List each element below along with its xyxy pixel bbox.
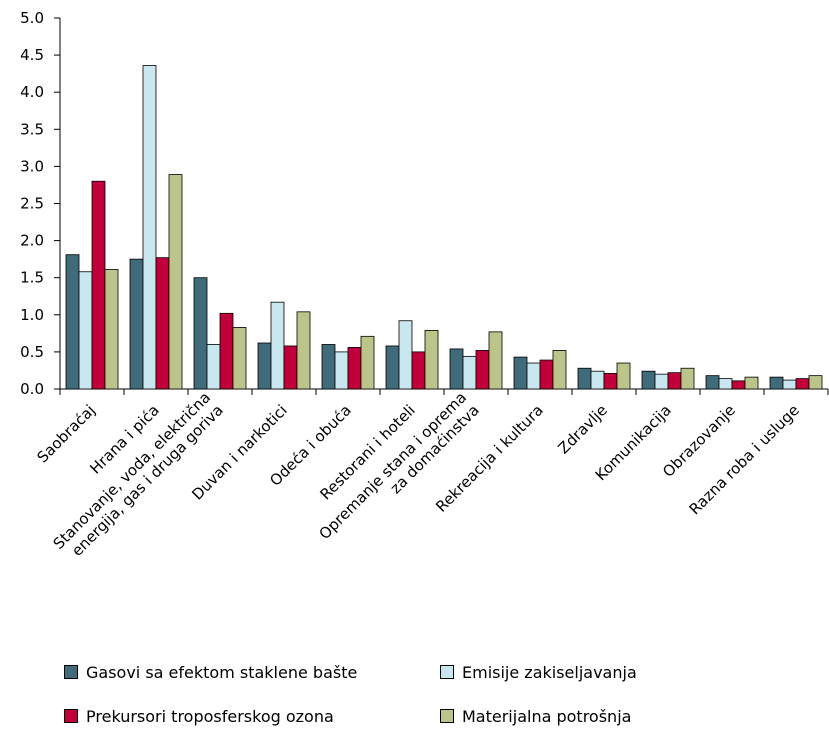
bar-series-1-cat-9 [577,367,592,390]
y-tick-label: 0.5 [20,343,44,361]
bar-series-2-cat-12 [782,379,797,390]
bar-series-1-cat-4 [257,342,272,390]
y-tick-label: 5.0 [20,9,44,27]
y-tick-label: 3.5 [20,120,44,138]
bar-series-4-cat-11 [744,376,759,390]
legend-swatch-series-1 [64,665,78,679]
bar-series-3-cat-1 [91,180,106,390]
y-tick-label: 1.5 [20,269,44,287]
legend: Gasovi sa efektom staklene bašte Emisije… [64,662,824,726]
bar-series-2-cat-1 [78,271,93,390]
bar-series-2-cat-3 [206,344,221,390]
legend-item-series-4: Materijalna potrošnja [440,706,631,726]
legend-label-series-4: Materijalna potrošnja [462,706,632,726]
bar-series-4-cat-1 [104,269,119,390]
bars [65,65,823,390]
y-tick-label: 2.0 [20,232,44,250]
bar-series-3-cat-2 [155,257,170,390]
bar-series-1-cat-1 [65,254,80,390]
bar-series-3-cat-10 [667,372,682,390]
legend-item-series-1: Gasovi sa efektom staklene bašte [64,662,357,682]
bar-series-1-cat-11 [705,375,720,390]
bar-series-2-cat-10 [654,373,669,390]
legend-label-series-2: Emisije zakiseljavanja [462,662,637,682]
category-label: Saobraćaj [33,401,98,466]
legend-swatch-series-3 [64,709,78,723]
legend-label-series-1: Gasovi sa efektom staklene bašte [86,662,358,682]
bar-series-2-cat-11 [718,378,733,390]
bar-series-4-cat-7 [488,331,503,390]
bar-series-2-cat-7 [462,355,477,390]
bar-series-1-cat-10 [641,370,656,390]
category-label: Razna roba i usluge [686,401,803,518]
y-tick-label: 4.5 [20,46,44,64]
y-tick-label: 0.0 [20,380,44,398]
bar-series-3-cat-11 [731,380,746,390]
bar-series-4-cat-10 [680,367,695,390]
bar-series-2-cat-2 [142,65,157,390]
bar-series-2-cat-6 [398,320,413,390]
bar-series-4-cat-3 [232,327,247,390]
y-tick-label: 4.0 [20,83,44,101]
x-axis [59,388,829,395]
bar-series-1-cat-12 [769,376,784,390]
bar-series-4-cat-9 [616,362,631,390]
y-tick-label: 3.0 [20,157,44,175]
bar-series-1-cat-7 [449,348,464,390]
bar-series-3-cat-5 [347,347,362,390]
category-label: Zdravlje [555,401,611,457]
bar-series-3-cat-6 [411,351,426,390]
bar-series-2-cat-9 [590,370,605,390]
category-label-line: Zdravlje [555,401,611,457]
bar-series-2-cat-4 [270,301,285,390]
y-axis: 0.0 0.5 1.0 1.5 2.0 2.5 3.0 3.5 4.0 4.5 5.0 [20,9,61,398]
bar-series-1-cat-2 [129,258,144,390]
legend-label-series-3: Prekursori troposferskog ozona [86,706,334,726]
y-tick-label: 2.5 [20,195,44,213]
bar-series-2-cat-8 [526,362,541,390]
y-tick-label: 1.0 [20,306,44,324]
bar-series-3-cat-8 [539,359,554,390]
bar-series-3-cat-9 [603,373,618,390]
bar-chart: 0.0 0.5 1.0 1.5 2.0 2.5 3.0 3.5 4.0 4.5 5.0 Saobra… [20,9,829,560]
bar-series-4-cat-6 [424,329,439,390]
bar-series-3-cat-3 [219,312,234,390]
bar-series-1-cat-8 [513,356,528,390]
bar-series-1-cat-5 [321,344,336,390]
bar-series-3-cat-4 [283,345,298,390]
bar-series-4-cat-12 [808,375,823,390]
bar-series-3-cat-12 [795,378,810,390]
legend-item-series-2: Emisije zakiseljavanja [440,662,637,682]
bar-series-3-cat-7 [475,350,490,390]
bar-series-4-cat-5 [360,335,375,390]
legend-item-series-3: Prekursori troposferskog ozona [64,706,334,726]
bar-series-4-cat-8 [552,350,567,390]
bar-series-4-cat-2 [168,174,183,390]
legend-swatch-series-4 [440,709,454,723]
bar-series-4-cat-4 [296,311,311,390]
category-label-line: Saobraćaj [33,401,98,466]
legend-swatch-series-2 [440,665,454,679]
bar-series-2-cat-5 [334,351,349,390]
category-label-line: Razna roba i usluge [686,401,803,518]
bar-series-1-cat-3 [193,277,208,390]
bar-series-1-cat-6 [385,345,400,390]
